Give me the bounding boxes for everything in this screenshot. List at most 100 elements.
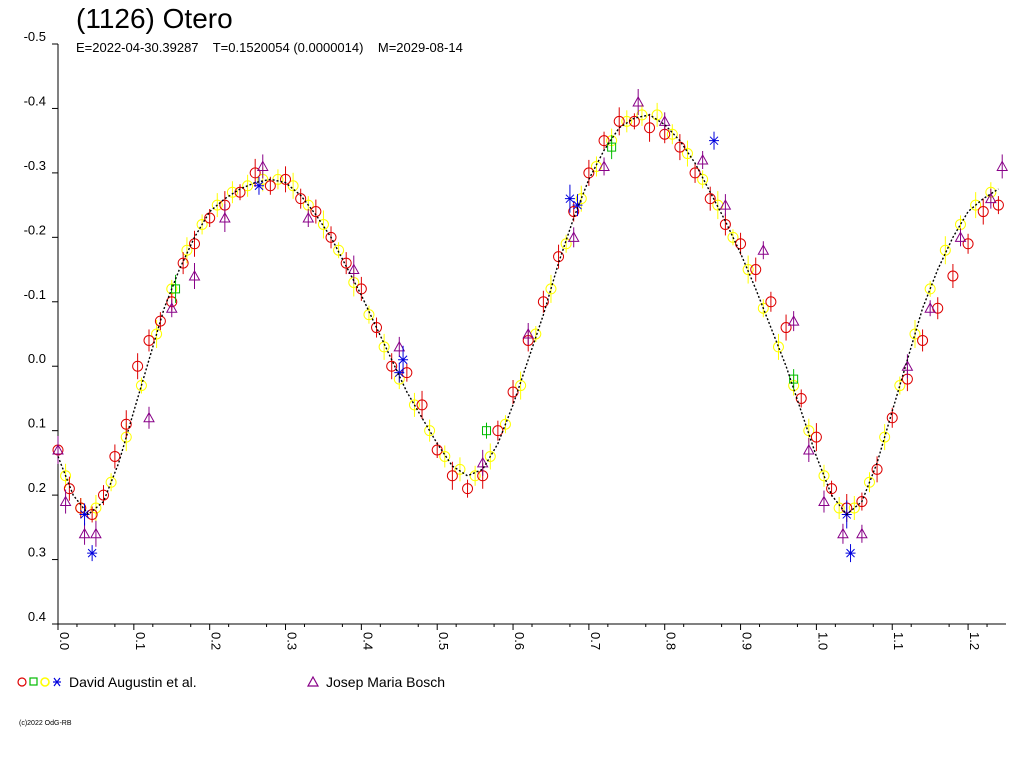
point-circle — [408, 399, 420, 411]
point-circle — [446, 470, 458, 482]
plot-axes: -0.5 -0.4 -0.3 -0.2 -0.1 0.0 0.1 0.2 0.3 0.4 0.0 0.… — [24, 29, 1006, 650]
point-triangle — [347, 263, 360, 275]
point-circle — [75, 502, 87, 514]
point-circle — [109, 450, 121, 462]
point-triangle — [302, 211, 315, 223]
point-circle — [977, 206, 989, 218]
point-circle — [545, 283, 557, 295]
point-circle — [462, 483, 474, 495]
point-circle — [492, 425, 504, 437]
point-circle — [598, 135, 610, 147]
point-circle — [90, 502, 102, 514]
point-triangle — [522, 327, 535, 339]
point-triangle — [188, 269, 201, 281]
y-tick-label: 0.0 — [28, 351, 46, 366]
point-circle — [132, 360, 144, 372]
point-circle — [181, 244, 193, 256]
point-triangle — [476, 456, 489, 468]
point-circle — [833, 502, 845, 514]
point-triangle — [632, 95, 645, 107]
legend-label-augustin: David Augustin et al. — [69, 674, 197, 690]
legend-markers-bosch — [306, 675, 320, 687]
y-tick-label: 0.3 — [28, 545, 46, 560]
point-circle — [416, 399, 428, 411]
point-circle — [287, 180, 299, 192]
point-triangle — [996, 160, 1009, 171]
point-circle — [568, 206, 580, 218]
point-circle — [818, 470, 830, 482]
point-circle — [636, 109, 648, 121]
point-circle — [537, 296, 549, 308]
data-points — [52, 89, 1009, 563]
point-circle — [204, 212, 216, 224]
legend: David Augustin et al. Josep Maria Bosch — [0, 672, 1024, 696]
point-star — [572, 200, 583, 210]
lightcurve-plot: -0.5 -0.4 -0.3 -0.2 -0.1 0.0 0.1 0.2 0.3 0.4 0.0 0.… — [24, 29, 1009, 650]
x-tick-label: 1.2 — [967, 632, 982, 650]
point-circle — [970, 199, 982, 211]
point-circle — [962, 238, 974, 250]
chart-subtitle: E=2022-04-30.39287 T=0.1520054 (0.000001… — [76, 40, 463, 55]
x-tick-label: 0.2 — [209, 632, 224, 650]
point-circle — [575, 193, 587, 205]
x-tick-label: 0.6 — [512, 632, 527, 650]
point-triangle — [924, 302, 937, 313]
point-circle — [154, 315, 166, 327]
point-circle — [879, 431, 891, 443]
legend-marker-green-square — [29, 677, 38, 686]
point-square — [607, 142, 617, 152]
point-triangle — [818, 495, 830, 507]
point-circle — [234, 186, 246, 198]
point-triangle — [143, 411, 155, 423]
point-circle — [697, 173, 709, 185]
point-circle — [681, 148, 693, 160]
point-circle — [750, 264, 762, 276]
point-circle — [856, 496, 868, 508]
point-circle — [704, 193, 716, 205]
x-tick-label: 0.1 — [133, 632, 148, 650]
point-circle — [469, 470, 481, 482]
point-triangle — [696, 153, 709, 165]
point-circle — [151, 328, 163, 340]
y-tick-label: -0.1 — [24, 287, 46, 302]
point-circle — [439, 450, 451, 462]
point-circle — [863, 476, 875, 488]
point-star — [398, 355, 409, 365]
point-star — [87, 548, 98, 558]
point-circle — [765, 296, 777, 308]
point-circle — [886, 412, 898, 424]
point-triangle — [78, 527, 91, 539]
point-triangle — [954, 231, 967, 242]
point-circle — [613, 115, 625, 127]
point-triangle — [802, 443, 815, 455]
point-circle — [719, 218, 731, 230]
legend-marker-yellow-circle — [40, 677, 50, 687]
point-circle — [939, 244, 951, 256]
point-circle — [515, 380, 527, 392]
point-triangle — [757, 244, 770, 255]
point-star — [253, 181, 264, 191]
point-circle — [226, 186, 238, 198]
point-triangle — [787, 315, 800, 326]
point-circle — [909, 328, 921, 340]
legend-marker-red-circle — [17, 677, 27, 687]
point-circle — [924, 283, 936, 295]
point-triangle — [52, 443, 64, 455]
chart-title: (1126) Otero — [76, 3, 233, 34]
point-circle — [742, 264, 754, 276]
point-circle — [60, 470, 72, 482]
x-tick-label: 0.3 — [285, 632, 300, 650]
point-triangle — [256, 160, 269, 171]
y-tick-label: 0.4 — [28, 609, 46, 624]
point-circle — [780, 322, 792, 334]
point-circle — [310, 206, 322, 218]
point-circle — [249, 167, 261, 179]
point-circle — [325, 231, 337, 243]
point-circle — [848, 502, 860, 514]
point-triangle — [856, 527, 868, 539]
point-circle — [621, 115, 633, 127]
point-circle — [371, 322, 383, 334]
y-tick-label: -0.2 — [24, 222, 46, 237]
legend-label-bosch: Josep Maria Bosch — [326, 674, 446, 690]
fit-curve — [57, 114, 999, 516]
